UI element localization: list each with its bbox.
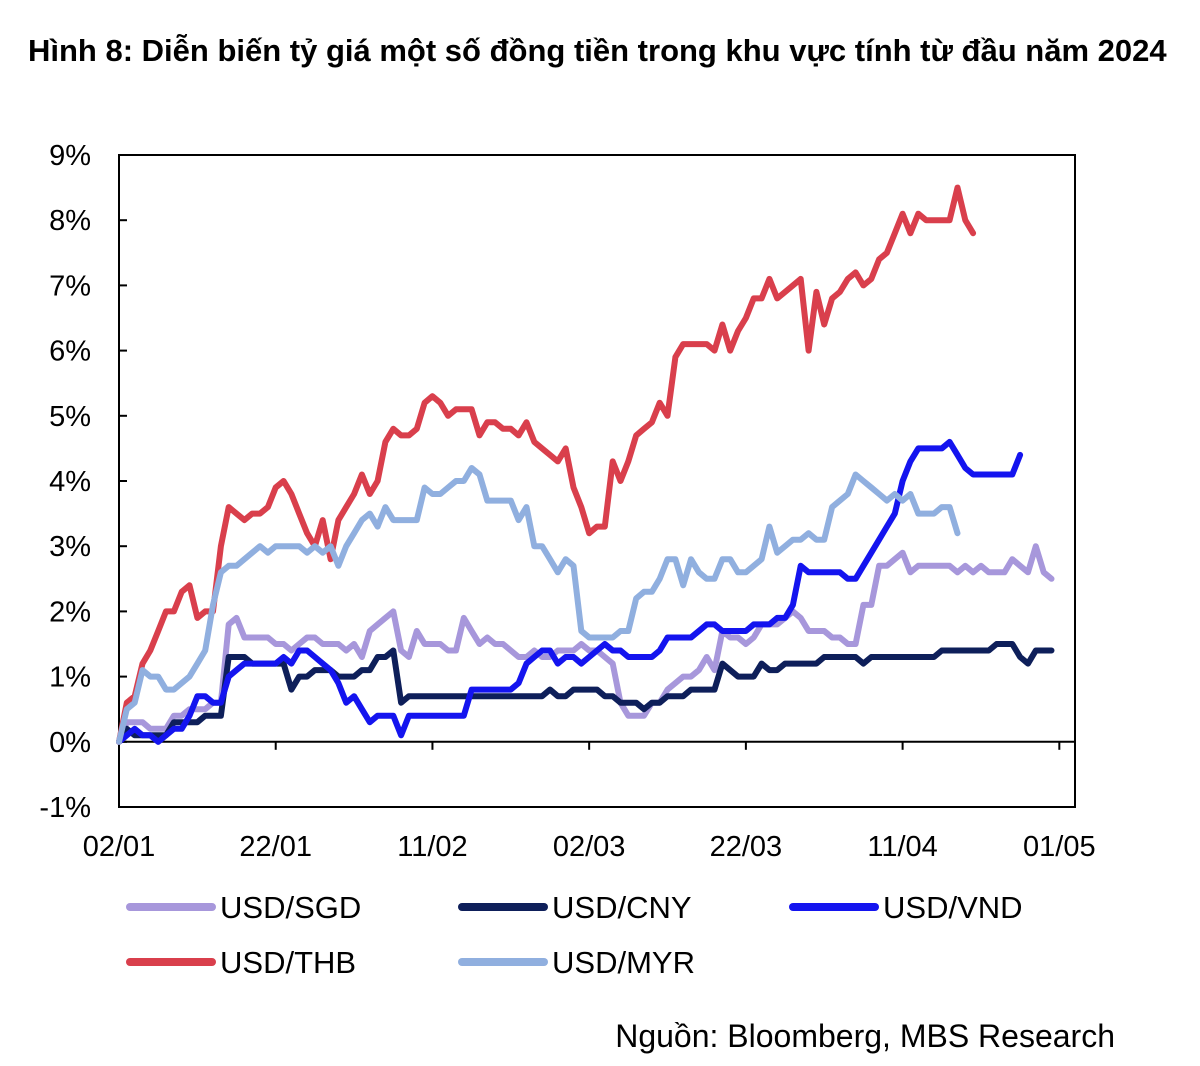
y-tick-label: 7% bbox=[49, 270, 91, 302]
chart-title: Hình 8: Diễn biến tỷ giá một số đồng tiề… bbox=[28, 33, 1167, 68]
legend-label-usd-cny: USD/CNY bbox=[552, 890, 692, 925]
y-tick-label: 1% bbox=[49, 662, 91, 694]
y-tick-label: 5% bbox=[49, 401, 91, 433]
y-tick-label: 6% bbox=[49, 336, 91, 368]
series-line-usd-thb bbox=[116, 184, 977, 745]
y-tick-label: 2% bbox=[49, 596, 91, 628]
y-tick-label: 4% bbox=[49, 466, 91, 498]
y-tick-label: 8% bbox=[49, 205, 91, 237]
legend-label-usd-sgd: USD/SGD bbox=[220, 890, 361, 925]
y-tick-label: 9% bbox=[49, 140, 91, 172]
chart-axes: -1% 0% 1% 2% 3% 4% 5% 6% 7% 8% 9% 02/01 22/01 11/02 02… bbox=[39, 140, 1095, 863]
series-line-usd-vnd bbox=[116, 438, 1024, 745]
y-tick-label: -1% bbox=[39, 792, 91, 824]
y-tick-label: 0% bbox=[49, 727, 91, 759]
source-note: Nguồn: Bloomberg, MBS Research bbox=[615, 1018, 1115, 1054]
x-tick-label: 01/05 bbox=[1023, 831, 1096, 863]
x-tick-label: 11/04 bbox=[867, 831, 937, 863]
series-line-usd-sgd bbox=[116, 543, 1055, 745]
legend-label-usd-myr: USD/MYR bbox=[552, 945, 695, 980]
x-tick-label: 02/03 bbox=[553, 831, 626, 863]
plot-frame bbox=[118, 154, 1076, 808]
legend-label-usd-thb: USD/THB bbox=[220, 945, 356, 980]
x-tick-label: 11/02 bbox=[397, 831, 467, 863]
legend-label-usd-vnd: USD/VND bbox=[883, 890, 1023, 925]
chart-legend: USD/SGD USD/CNY USD/VND USD/THB USD/MYR bbox=[126, 890, 1023, 980]
x-tick-label: 22/03 bbox=[710, 831, 783, 863]
x-tick-label: 02/01 bbox=[83, 831, 156, 863]
series-lines bbox=[116, 184, 1055, 745]
series-line-usd-myr bbox=[116, 465, 961, 745]
y-tick-label: 3% bbox=[49, 531, 91, 563]
x-tick-label: 22/01 bbox=[239, 831, 312, 863]
